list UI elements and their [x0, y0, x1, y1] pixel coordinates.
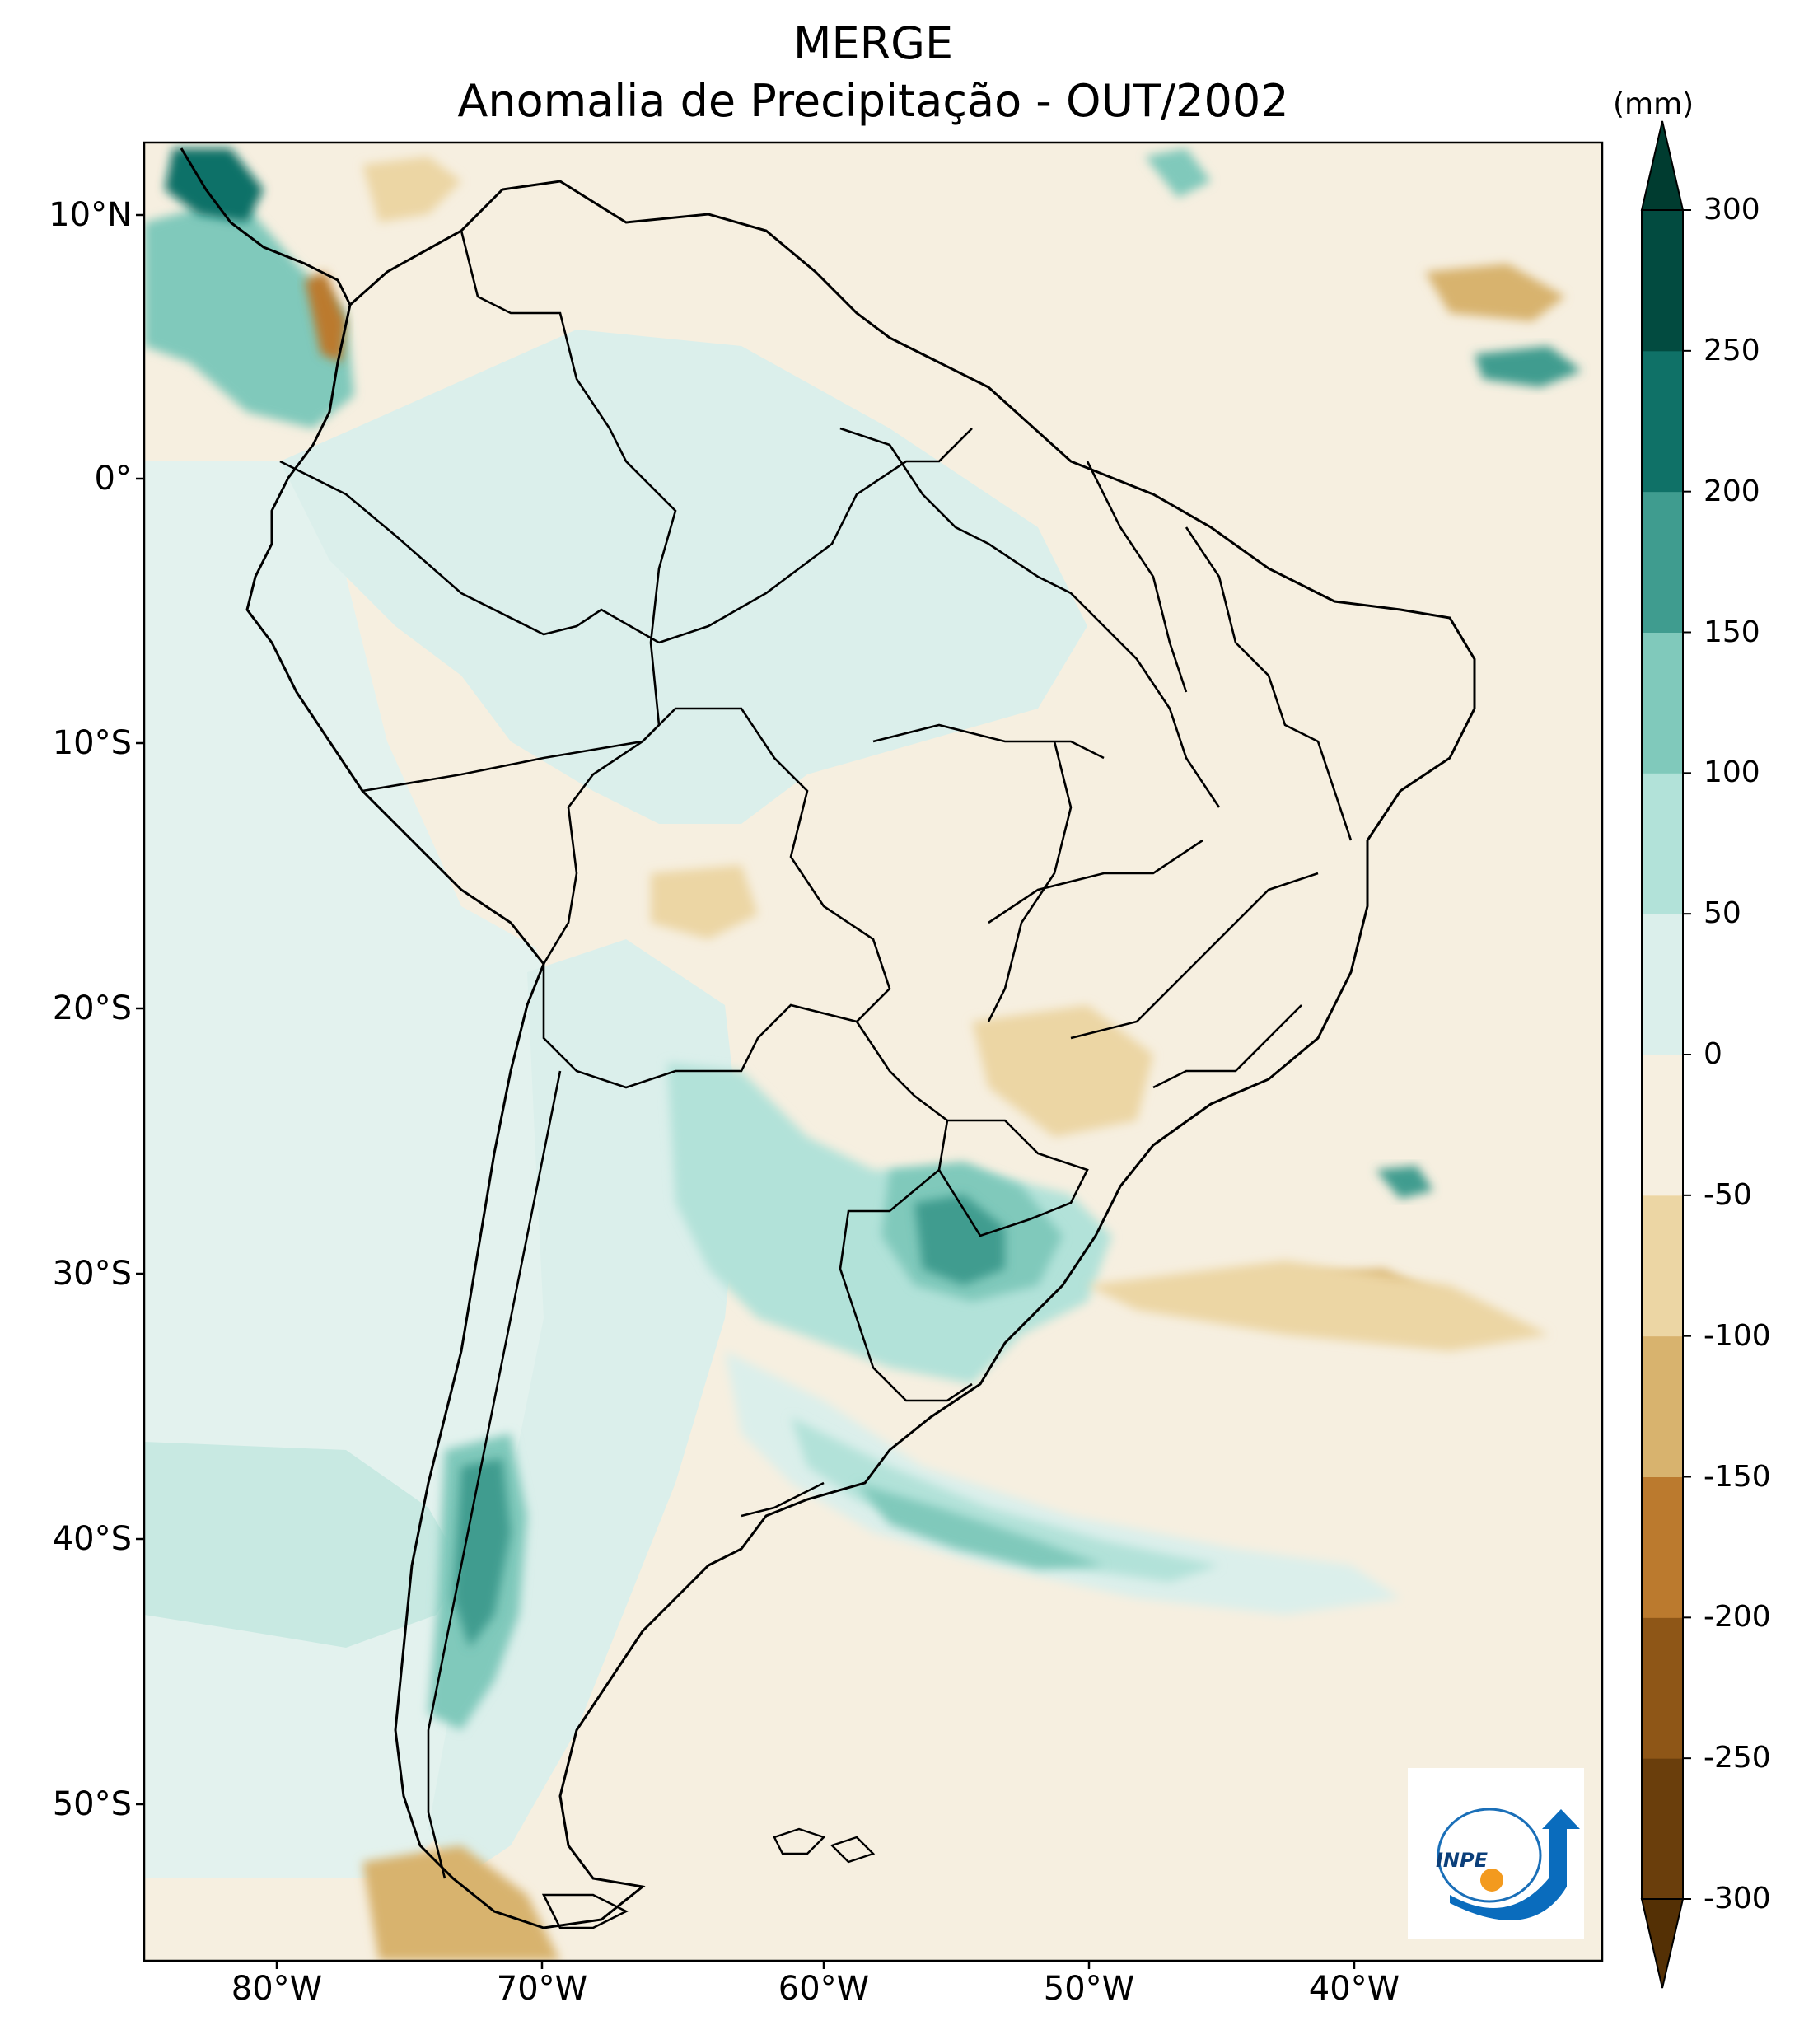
colorbar-segment [1642, 350, 1683, 493]
east-brazil-dry-field [972, 1005, 1153, 1137]
colorbar-segment [1642, 773, 1683, 914]
caribbean-dry-field [362, 157, 461, 222]
colorbar-segment [1642, 632, 1683, 774]
panama-positive-field [144, 198, 354, 428]
colorbar-tick-label: 300 [1704, 193, 1760, 227]
colorbar-tick-label: 0 [1704, 1037, 1722, 1071]
colorbar-segment [1642, 914, 1683, 1055]
map-title: MERGE [792, 17, 954, 69]
falkland-islands [773, 1827, 876, 1864]
colorbar-segment [1642, 210, 1683, 352]
colorbar-tick-label: 150 [1704, 615, 1760, 649]
inpe-logo-text: INPE [1436, 1849, 1489, 1872]
colorbar-segment [1642, 491, 1683, 633]
colorbar-extend-high [1640, 120, 1685, 211]
atlantic-wet-spot [1376, 1166, 1433, 1199]
lon-tick-label: 50°W [1043, 1970, 1135, 2008]
south-atlantic-dry-band [1087, 1261, 1549, 1351]
bolivia-dry-field [651, 865, 758, 939]
pacific-moderate-field [144, 1442, 461, 1648]
axis-ticks [136, 213, 1356, 1969]
colorbar-segment [1642, 1195, 1683, 1337]
lat-tick-label: 30°S [52, 1255, 132, 1293]
amazon-positive-field [280, 330, 1087, 824]
colorbar-tick-label: -150 [1704, 1459, 1771, 1494]
panama-peak-field [165, 148, 264, 222]
colorbar-tick-label: -100 [1704, 1318, 1771, 1353]
lat-tick-label: 10°N [49, 196, 132, 234]
colorbar-segment [1642, 1617, 1683, 1759]
lat-tick-label: 20°S [52, 989, 132, 1027]
chile-peak-field [453, 1458, 511, 1648]
colorbar-segment [1642, 1335, 1683, 1477]
lon-tick-label: 70°W [496, 1970, 588, 2008]
colombia-dry-field [305, 272, 346, 362]
inpe-logo: INPE [1408, 1768, 1584, 1939]
colorbar-segment [1642, 1476, 1683, 1618]
lat-tick-label: 10°S [52, 724, 132, 762]
southern-tip-dry-field [362, 1845, 560, 1961]
lat-tick-label: 50°S [52, 1785, 132, 1823]
lon-tick-label: 80°W [231, 1970, 323, 2008]
colorbar-tick-label: 200 [1704, 474, 1760, 508]
north-atlantic-dry-field [1425, 264, 1565, 321]
colorbar-tick-label: -50 [1704, 1177, 1752, 1212]
colorbar-tick-label: 100 [1704, 755, 1760, 790]
north-atlantic-wet-field-2 [1475, 346, 1582, 387]
colorbar-tick-label: 50 [1704, 896, 1741, 931]
atlantic-band-strong [857, 1483, 1104, 1569]
colorbar [1640, 120, 1691, 1989]
colorbar-extend-low [1640, 1898, 1685, 1989]
central-america-coastline [180, 147, 352, 306]
colorbar-segment [1642, 1758, 1683, 1900]
colorbar-tick-label: 250 [1704, 333, 1760, 367]
colorbar-tick-label: -300 [1704, 1882, 1771, 1915]
lat-tick-label: 40°S [52, 1520, 132, 1558]
tierra-del-fuego [541, 1893, 629, 1929]
map-frame [143, 141, 1604, 1962]
colorbar-tick-label: -200 [1704, 1600, 1771, 1635]
colorbar-unit: (mm) [1613, 87, 1694, 121]
colorbar-segment [1642, 1055, 1683, 1196]
country-borders [279, 230, 1353, 1879]
south-america-coastline [245, 180, 1476, 1929]
atlantic-band-light [725, 1351, 1400, 1615]
lat-tick-label: 0° [94, 460, 132, 498]
southern-brazil-peak-field [914, 1195, 1005, 1285]
lon-tick-label: 40°W [1308, 1970, 1400, 2008]
map-subtitle: Anomalia de Precipitação - OUT/2002 [457, 75, 1289, 127]
colorbar-tick-label: -250 [1704, 1741, 1771, 1775]
north-atlantic-wet-field [1145, 148, 1211, 198]
lon-tick-label: 60°W [778, 1970, 870, 2008]
